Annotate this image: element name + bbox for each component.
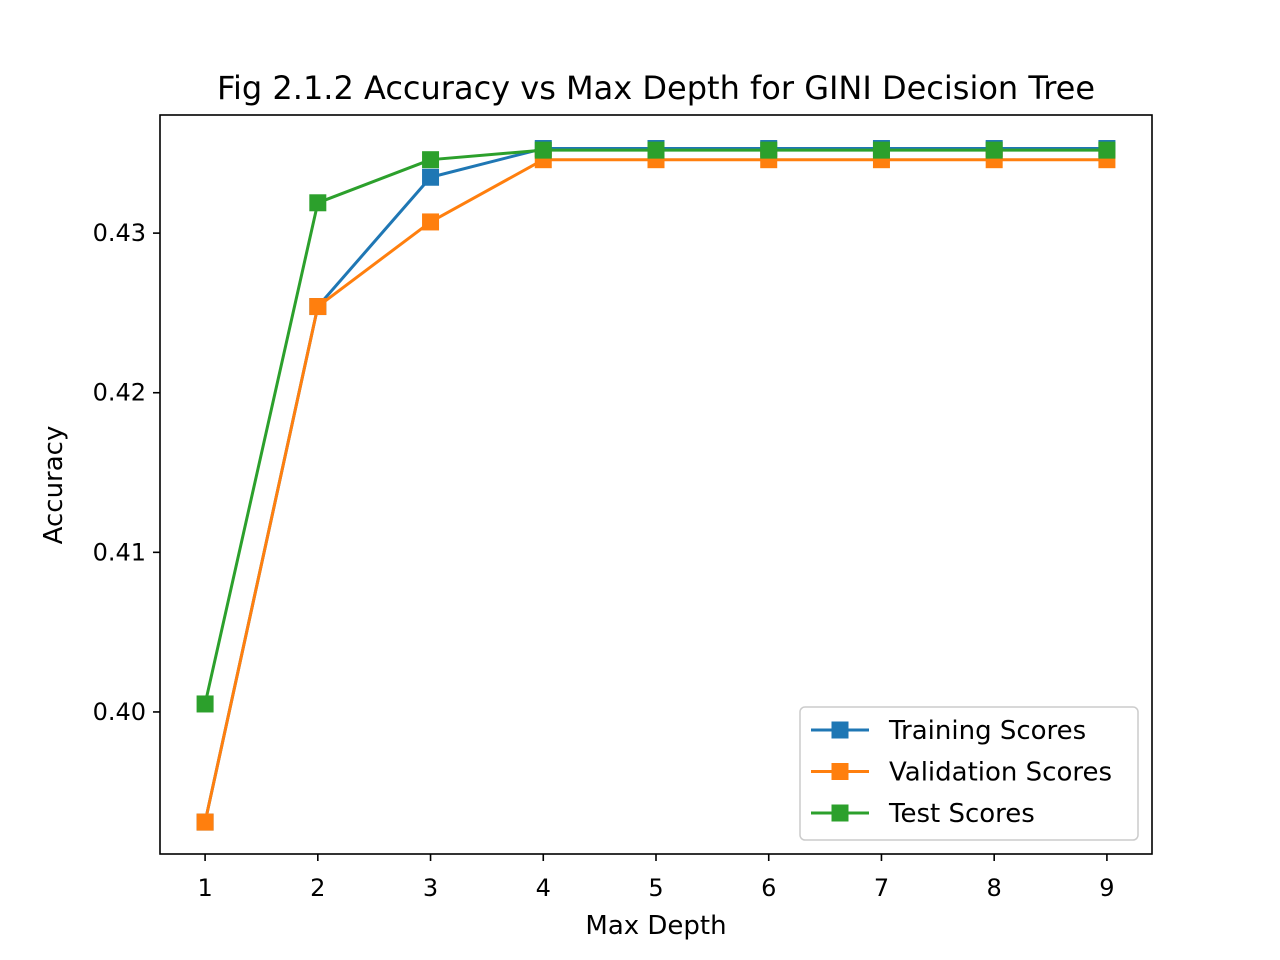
x-tick-label: 4 — [536, 874, 551, 902]
series-1-point — [309, 298, 327, 316]
series-2-point — [760, 141, 778, 159]
series-2-point — [872, 141, 890, 159]
legend-box — [799, 706, 1139, 841]
legend: Training Scores Validation Scores Test Sco… — [799, 706, 1139, 841]
series-0-point — [422, 168, 440, 186]
legend-label: Test Scores — [888, 799, 1035, 829]
x-tick-label: 7 — [874, 874, 889, 902]
legend-marker — [831, 804, 849, 822]
series-2-point — [422, 151, 440, 169]
legend-label: Training Scores — [888, 716, 1086, 746]
series-2-point — [534, 141, 552, 159]
x-tick-label: 9 — [1099, 874, 1114, 902]
y-axis-ticks: 0.40 0.41 0.42 0.43 — [93, 219, 160, 726]
x-tick-label: 2 — [310, 874, 325, 902]
x-tick-label: 6 — [761, 874, 776, 902]
y-tick-label: 0.42 — [93, 379, 146, 407]
x-tick-label: 8 — [987, 874, 1002, 902]
legend-label: Validation Scores — [889, 758, 1112, 788]
plot-frame — [159, 114, 1153, 855]
x-axis-label: Max Depth — [585, 911, 726, 941]
plot-area — [196, 140, 1116, 831]
y-tick-label: 0.43 — [93, 219, 146, 247]
x-tick-label: 1 — [197, 874, 212, 902]
series-1-point — [196, 813, 214, 831]
series-2-point — [196, 695, 214, 713]
x-tick-label: 3 — [423, 874, 438, 902]
chart-title: Fig 2.1.2 Accuracy vs Max Depth for GINI… — [217, 69, 1095, 107]
series-2-point — [309, 194, 327, 212]
series-2-point — [647, 141, 665, 159]
legend-marker — [831, 721, 849, 739]
series-1-point — [422, 213, 440, 231]
x-tick-label: 5 — [648, 874, 663, 902]
y-tick-label: 0.40 — [93, 698, 146, 726]
y-axis-label: Accuracy — [39, 426, 69, 545]
series-2-point — [985, 141, 1003, 159]
y-tick-label: 0.41 — [93, 538, 146, 566]
series-2-point — [1098, 141, 1116, 159]
x-axis-ticks: 1 2 3 4 5 6 7 8 9 — [197, 854, 1115, 902]
legend-marker — [831, 763, 849, 780]
